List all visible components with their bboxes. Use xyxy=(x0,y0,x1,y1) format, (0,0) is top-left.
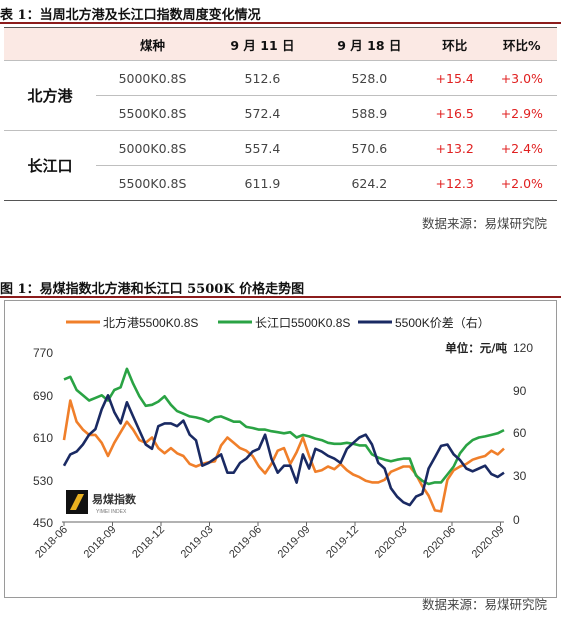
figure-caption: 图 1：易煤指数北方港和长江口 5500K 价格走势图 xyxy=(0,282,305,297)
series-line-price-spread xyxy=(62,393,505,507)
x-tick-label: 2018-12 xyxy=(130,524,167,561)
x-tick-label: 2020-06 xyxy=(421,524,458,561)
x-tick-label: 2019-06 xyxy=(227,524,264,561)
left-tick-label: 530 xyxy=(33,474,53,488)
x-tick-label: 2020-09 xyxy=(470,524,507,561)
right-tick-label: 0 xyxy=(513,513,520,527)
chart-frame xyxy=(4,300,557,598)
watermark: 易煤指数 YIMEI INDEX xyxy=(66,490,137,515)
coal-type-cell: 5000K0.8S xyxy=(96,130,209,166)
legend-label-yangtze: 长江口5500K0.8S xyxy=(255,316,350,330)
figure-source: 数据来源：易煤研究院 xyxy=(421,597,547,612)
legend-label-spread: 5500K价差（右） xyxy=(395,315,490,330)
table-row: 5500K0.8S 611.9 624.2 +12.3 +2.0% xyxy=(4,165,557,201)
change-cell: +15.4 xyxy=(422,60,487,96)
right-tick-label: 30 xyxy=(513,469,527,483)
right-tick-label: 90 xyxy=(513,384,527,398)
price-sep11-cell: 512.6 xyxy=(209,60,316,96)
series-line-yangtze-estuary xyxy=(63,367,505,486)
header-coal-type: 煤种 xyxy=(96,27,209,61)
coal-type-cell: 5000K0.8S xyxy=(96,60,209,96)
price-sep18-cell: 624.2 xyxy=(315,165,423,201)
x-tick-label: 2019-12 xyxy=(324,524,361,561)
price-sep11-cell: 572.4 xyxy=(209,95,316,131)
x-axis-ticks: 2018-06 2018-09 2018-12 2019-03 2019-06 2019-… xyxy=(33,522,507,561)
price-sep18-cell: 528.0 xyxy=(315,60,423,96)
region-label: 北方港 xyxy=(4,60,96,131)
price-sep11-cell: 557.4 xyxy=(209,130,316,166)
change-cell: +12.3 xyxy=(422,165,487,201)
left-tick-label: 450 xyxy=(33,516,53,530)
right-axis: 120 90 60 30 0 xyxy=(513,341,533,527)
series-line-north-port xyxy=(62,399,505,513)
watermark-name: 易煤指数 xyxy=(92,492,137,506)
table-caption-rule xyxy=(0,22,561,24)
change-pct-cell: +2.0% xyxy=(486,165,557,201)
x-tick-label: 2019-09 xyxy=(276,524,313,561)
header-sep11: 9 月 11 日 xyxy=(209,27,316,61)
table-row: 长江口 5000K0.8S 557.4 570.6 +13.2 +2.4% xyxy=(4,130,557,201)
figure-caption-rule xyxy=(0,296,561,298)
table-row: 5500K0.8S 572.4 588.9 +16.5 +2.9% xyxy=(4,95,557,131)
table-header-row: 煤种 9 月 11 日 9 月 18 日 环比 环比% xyxy=(4,27,557,61)
right-tick-label: 120 xyxy=(513,341,533,355)
header-change: 环比 xyxy=(422,27,487,61)
right-tick-label: 60 xyxy=(513,426,527,440)
table-row: 北方港 5000K0.8S 512.6 528.0 +15.4 +3.0% xyxy=(4,60,557,131)
left-tick-label: 690 xyxy=(33,389,53,403)
header-sep18: 9 月 18 日 xyxy=(315,27,423,61)
price-sep18-cell: 588.9 xyxy=(315,95,423,131)
coal-type-cell: 5500K0.8S xyxy=(96,95,209,131)
change-cell: +16.5 xyxy=(422,95,487,131)
chart-legend: 北方港5500K0.8S 长江口5500K0.8S 5500K价差（右） xyxy=(66,315,490,330)
price-sep11-cell: 611.9 xyxy=(209,165,316,201)
watermark-tagline: YIMEI INDEX xyxy=(96,509,127,515)
left-axis: 770 690 610 530 450 xyxy=(33,346,53,530)
table-caption: 表 1：当周北方港及长江口指数周度变化情况 xyxy=(0,8,261,23)
price-table: 煤种 9 月 11 日 9 月 18 日 环比 环比% 北方港 5000K0.8… xyxy=(4,27,557,201)
x-tick-label: 2020-03 xyxy=(373,524,410,561)
legend-label-north: 北方港5500K0.8S xyxy=(103,315,198,330)
header-change-pct: 环比% xyxy=(486,27,557,61)
left-tick-label: 770 xyxy=(33,346,53,360)
coal-type-cell: 5500K0.8S xyxy=(96,165,209,201)
change-cell: +13.2 xyxy=(422,130,487,166)
series-layer xyxy=(62,367,505,513)
left-tick-label: 610 xyxy=(33,431,53,445)
change-pct-cell: +3.0% xyxy=(486,60,557,96)
change-pct-cell: +2.9% xyxy=(486,95,557,131)
x-tick-label: 2018-09 xyxy=(82,524,119,561)
header-empty xyxy=(4,27,96,61)
region-label: 长江口 xyxy=(4,130,96,201)
chart-unit-label: 单位：元/吨 xyxy=(445,341,507,355)
change-pct-cell: +2.4% xyxy=(486,130,557,166)
x-tick-label: 2019-03 xyxy=(179,524,216,561)
table-source: 数据来源：易煤研究院 xyxy=(421,216,547,231)
watermark-logo-mark xyxy=(70,494,84,510)
price-sep18-cell: 570.6 xyxy=(315,130,423,166)
